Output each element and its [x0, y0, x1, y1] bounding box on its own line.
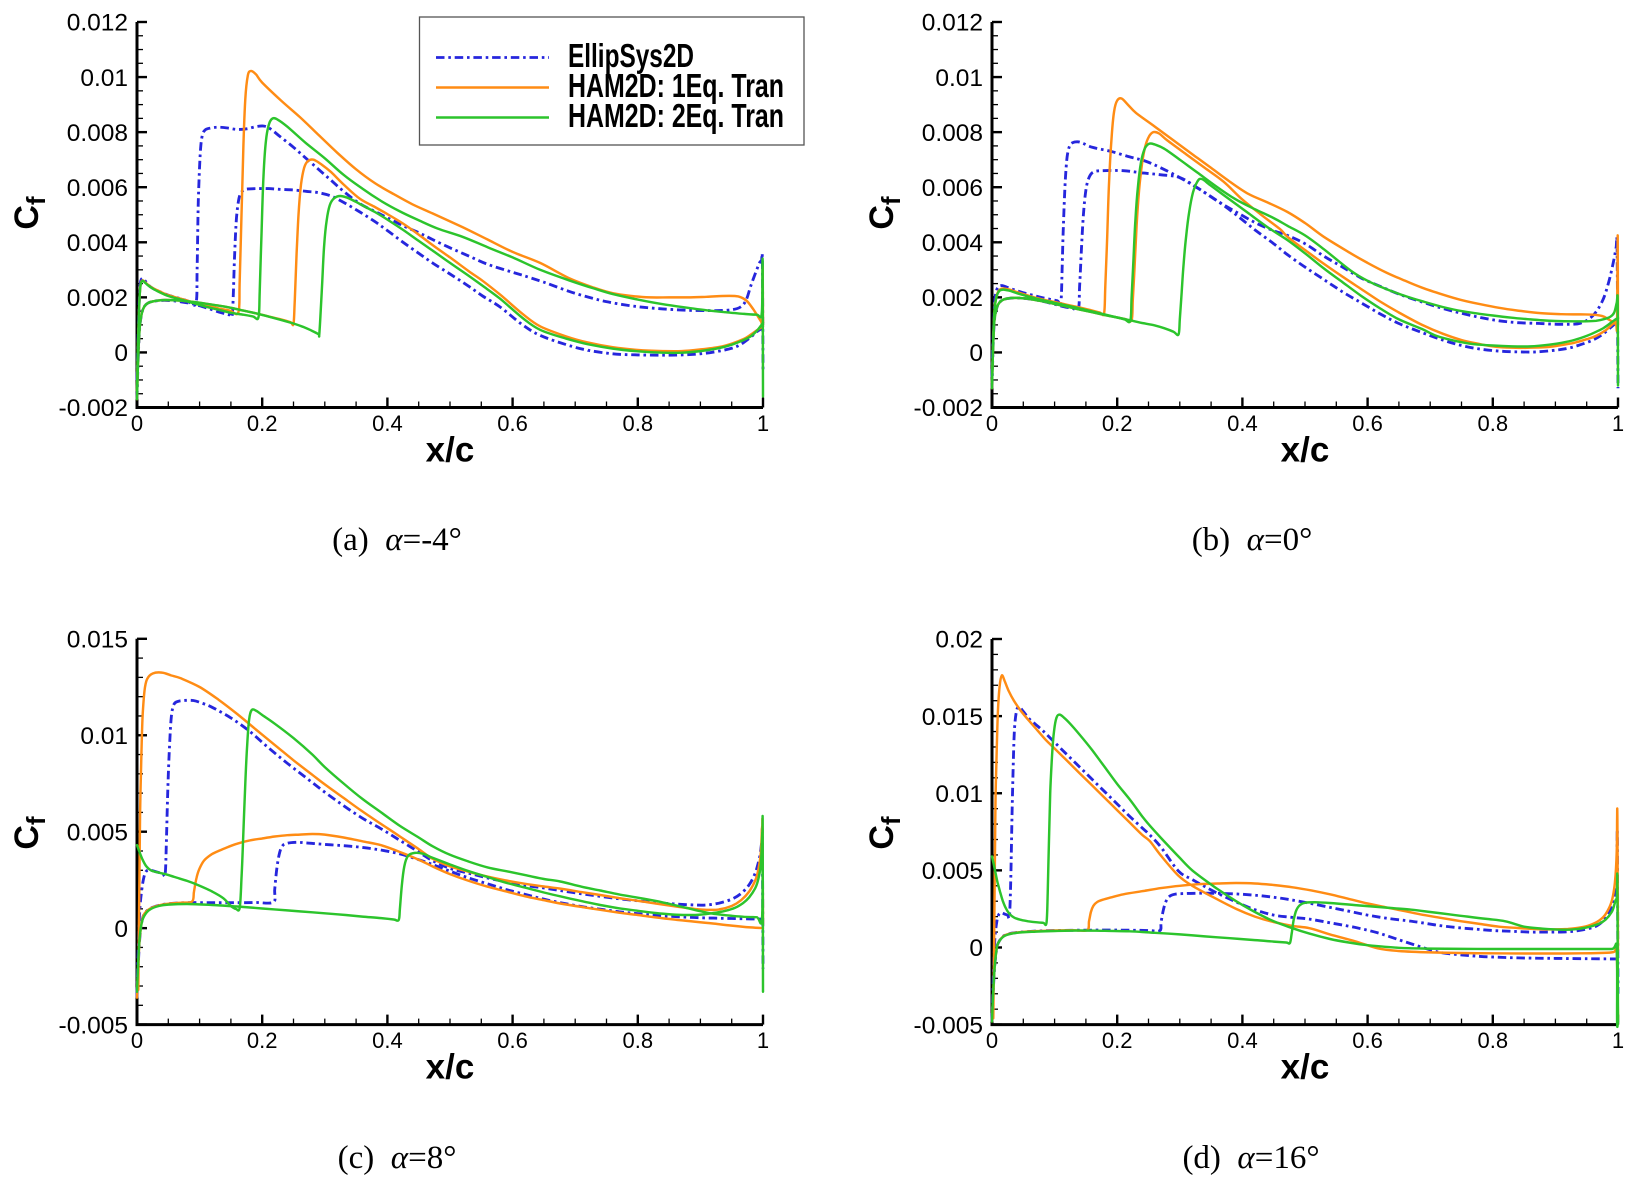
svg-text:0.6: 0.6: [1352, 1028, 1383, 1053]
svg-text:0.01: 0.01: [935, 65, 983, 92]
svg-text:0.6: 0.6: [497, 1028, 528, 1053]
svg-text:0.01: 0.01: [80, 723, 128, 750]
svg-text:0.002: 0.002: [922, 285, 983, 312]
svg-text:0.005: 0.005: [67, 819, 128, 846]
svg-text:0: 0: [131, 1028, 143, 1053]
svg-text:0: 0: [969, 935, 983, 962]
svg-text:0.8: 0.8: [623, 411, 654, 436]
svg-text:0: 0: [969, 340, 983, 367]
svg-text:0.004: 0.004: [67, 230, 128, 257]
svg-text:x/c: x/c: [426, 431, 475, 470]
svg-text:0: 0: [986, 1028, 998, 1053]
svg-text:x/c: x/c: [1281, 431, 1330, 470]
svg-text:-0.002: -0.002: [914, 395, 983, 422]
svg-text:0.02: 0.02: [935, 627, 983, 654]
svg-text:Cf: Cf: [8, 196, 51, 230]
svg-text:0.01: 0.01: [935, 781, 983, 808]
svg-text:(d) α=16°: (d) α=16°: [1182, 1140, 1319, 1176]
svg-text:0.8: 0.8: [623, 1028, 654, 1053]
svg-text:0.2: 0.2: [247, 1028, 278, 1053]
svg-text:0.006: 0.006: [922, 175, 983, 202]
svg-text:1: 1: [757, 1028, 769, 1053]
svg-text:x/c: x/c: [1281, 1048, 1330, 1087]
svg-text:0.015: 0.015: [67, 627, 128, 654]
svg-text:(c) α=8°: (c) α=8°: [338, 1140, 457, 1176]
svg-text:0.4: 0.4: [1227, 1028, 1258, 1053]
svg-text:HAM2D: 1Eq. Tran: HAM2D: 1Eq. Tran: [568, 67, 784, 104]
svg-text:0.008: 0.008: [922, 120, 983, 147]
svg-text:0.008: 0.008: [67, 120, 128, 147]
svg-text:0.2: 0.2: [1102, 411, 1133, 436]
svg-text:0.4: 0.4: [372, 411, 403, 436]
svg-text:0: 0: [114, 340, 128, 367]
svg-text:0: 0: [114, 916, 128, 943]
svg-text:0.002: 0.002: [67, 285, 128, 312]
svg-text:0.2: 0.2: [247, 411, 278, 436]
svg-text:1: 1: [1612, 1028, 1624, 1053]
svg-text:0.4: 0.4: [1227, 411, 1258, 436]
svg-text:0.4: 0.4: [372, 1028, 403, 1053]
svg-text:(a) α=-4°: (a) α=-4°: [332, 522, 462, 558]
svg-text:0: 0: [131, 411, 143, 436]
svg-text:0.6: 0.6: [1352, 411, 1383, 436]
svg-text:x/c: x/c: [426, 1048, 475, 1087]
svg-text:0.004: 0.004: [922, 230, 983, 257]
svg-text:0.012: 0.012: [67, 10, 128, 37]
svg-text:0.01: 0.01: [80, 65, 128, 92]
svg-text:0.8: 0.8: [1478, 1028, 1509, 1053]
svg-text:0.005: 0.005: [922, 858, 983, 885]
svg-text:1: 1: [1612, 411, 1624, 436]
svg-text:-0.005: -0.005: [59, 1012, 128, 1039]
svg-text:-0.002: -0.002: [59, 395, 128, 422]
svg-text:0.012: 0.012: [922, 10, 983, 37]
svg-text:0.2: 0.2: [1102, 1028, 1133, 1053]
svg-text:(b) α=0°: (b) α=0°: [1192, 522, 1313, 558]
svg-text:0.006: 0.006: [67, 175, 128, 202]
svg-text:0.6: 0.6: [497, 411, 528, 436]
svg-text:EllipSys2D: EllipSys2D: [568, 37, 694, 74]
svg-text:0.8: 0.8: [1478, 411, 1509, 436]
svg-text:-0.005: -0.005: [914, 1012, 983, 1039]
svg-text:0: 0: [986, 411, 998, 436]
svg-text:HAM2D: 2Eq. Tran: HAM2D: 2Eq. Tran: [568, 97, 784, 134]
svg-text:0.015: 0.015: [922, 704, 983, 731]
svg-text:1: 1: [757, 411, 769, 436]
